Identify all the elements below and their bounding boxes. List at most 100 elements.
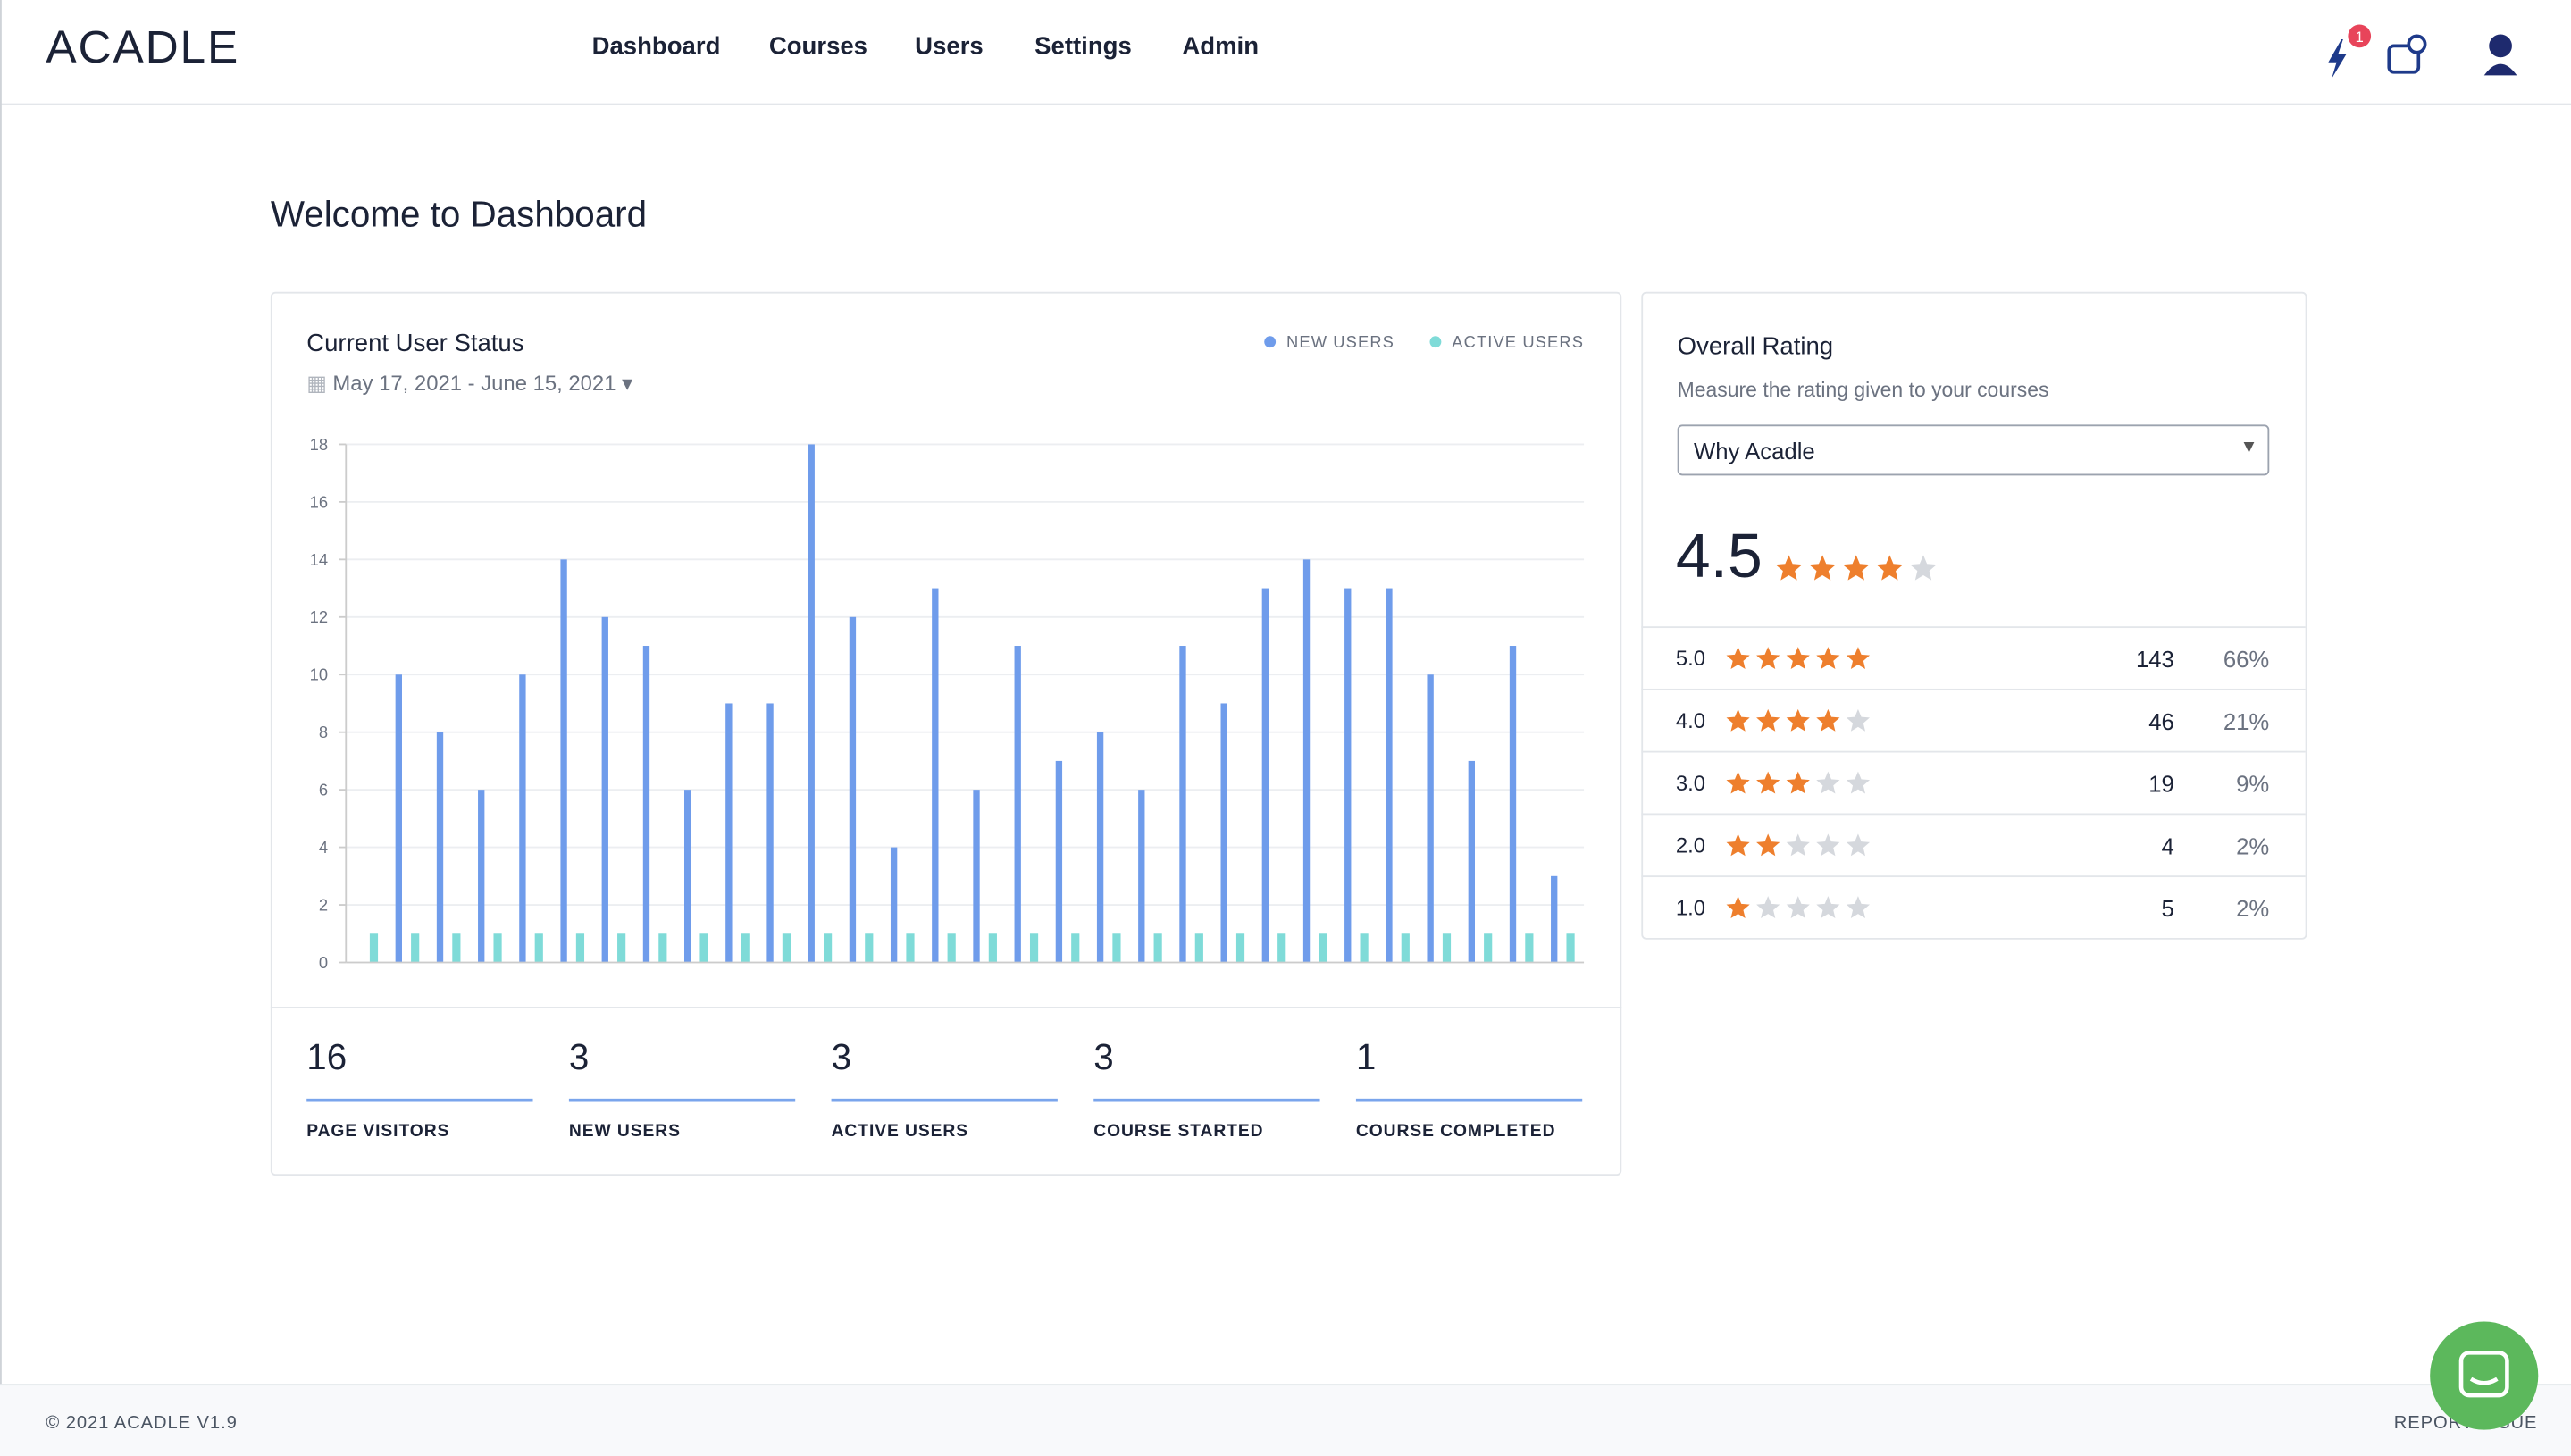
- row-stars: [1726, 771, 1871, 794]
- nav-link[interactable]: Dashboard: [591, 32, 721, 61]
- legend-label: ACTIVE USERS: [1452, 332, 1584, 351]
- row-stars: [1726, 647, 1871, 670]
- logo[interactable]: ACADLE: [46, 21, 240, 72]
- stat-underline: [1093, 1098, 1320, 1102]
- date-range[interactable]: ▦ May 17, 2021 - June 15, 2021 ▾: [306, 370, 633, 396]
- bar: [1401, 933, 1410, 963]
- bar: [493, 933, 502, 963]
- bar: [658, 933, 667, 963]
- star: [1786, 833, 1810, 857]
- rating-title: Overall Rating: [1677, 332, 1834, 361]
- bar: [906, 933, 915, 963]
- bar: [1194, 933, 1203, 963]
- y-tick-label: 8: [319, 723, 328, 741]
- divider: [270, 1007, 1622, 1008]
- star: [1775, 555, 1803, 581]
- star: [1726, 833, 1750, 857]
- legend-label: NEW USERS: [1286, 332, 1394, 351]
- stat-value: 16: [306, 1036, 348, 1077]
- stat-underline: [306, 1098, 533, 1102]
- card-title: Current User Status: [306, 329, 524, 358]
- user-body: [2483, 63, 2517, 76]
- stat-underline: [1355, 1098, 1583, 1102]
- bag-dot: [2407, 34, 2427, 54]
- footer: [0, 1384, 2571, 1456]
- bar: [1484, 933, 1493, 963]
- star: [1756, 833, 1780, 857]
- y-tick-label: 2: [319, 895, 328, 914]
- bar: [1112, 933, 1121, 963]
- stat-value: 1: [1355, 1036, 1377, 1077]
- star: [1756, 896, 1780, 919]
- legend-dot: [1264, 336, 1277, 348]
- rating-percent: 21%: [2223, 707, 2270, 735]
- bar: [865, 933, 874, 963]
- bar: [725, 703, 733, 963]
- bar: [973, 790, 980, 963]
- rating-label: 3.0: [1675, 770, 1706, 796]
- bar: [395, 674, 402, 963]
- star: [1846, 896, 1871, 919]
- star: [1816, 833, 1840, 857]
- nav-link[interactable]: Admin: [1182, 32, 1260, 61]
- bar: [1261, 588, 1269, 963]
- bar: [947, 933, 956, 963]
- stat-value: 3: [568, 1036, 590, 1077]
- rating-label: 2.0: [1675, 833, 1706, 858]
- y-tick-label: 16: [310, 492, 328, 511]
- rating-row: 5.0 143 66%: [1641, 626, 2306, 690]
- bar: [988, 933, 997, 963]
- rating-count: 19: [2148, 770, 2174, 798]
- bar: [1468, 760, 1475, 963]
- y-tick-label: 10: [310, 665, 328, 684]
- page-title: Welcome to Dashboard: [270, 193, 648, 235]
- rating-count: 143: [2135, 646, 2174, 673]
- user-head[interactable]: [2489, 34, 2512, 58]
- select-caret: ▼: [2240, 438, 2258, 458]
- star: [1842, 555, 1870, 581]
- star: [1816, 647, 1840, 670]
- bar: [1055, 760, 1063, 963]
- star: [1726, 771, 1750, 794]
- rating-row: 3.0 19 9%: [1641, 750, 2306, 816]
- badge: [2348, 24, 2372, 48]
- rating-percent: 2%: [2236, 895, 2270, 922]
- star: [1786, 647, 1810, 670]
- y-tick-label: 14: [310, 550, 328, 569]
- score: 4.5: [1675, 523, 1763, 592]
- rating-count: 5: [2161, 895, 2174, 922]
- bar: [1277, 933, 1286, 963]
- bar-chart: 0 2 4 6 8 10 12 14 16 18 ACTIVE USERS NEW USERS: [310, 332, 1585, 972]
- stat-value: 3: [831, 1036, 852, 1077]
- nav-link[interactable]: Settings: [1034, 32, 1132, 61]
- nav-link[interactable]: Courses: [768, 32, 868, 61]
- bar: [560, 559, 567, 963]
- select[interactable]: Why Acadle ▼: [1677, 424, 2270, 476]
- bar: [932, 588, 939, 963]
- stat-label: COURSE STARTED: [1093, 1121, 1264, 1142]
- stat-value: 3: [1093, 1036, 1114, 1077]
- star: [1816, 708, 1840, 732]
- bar: [617, 933, 626, 963]
- rating-count: 4: [2161, 833, 2174, 859]
- bar: [575, 933, 585, 963]
- stat-underline: [831, 1098, 1058, 1102]
- bag-icon[interactable]: [2387, 44, 2421, 74]
- nav-icons[interactable]: 1: [2312, 20, 2542, 85]
- bar: [1179, 646, 1186, 963]
- legend-dot: [1429, 336, 1442, 348]
- edge: [0, 0, 2, 1456]
- bar: [534, 933, 543, 963]
- bar: [1302, 559, 1311, 963]
- bar: [1071, 933, 1080, 963]
- bar: [1525, 933, 1534, 963]
- nav-link[interactable]: Users: [915, 32, 984, 61]
- bolt-icon[interactable]: [2328, 39, 2347, 79]
- rating-subtitle: Measure the rating given to your courses: [1677, 379, 2049, 402]
- row-stars: [1726, 896, 1871, 919]
- chat-button[interactable]: [2428, 1320, 2540, 1432]
- bar: [369, 933, 379, 963]
- bar: [808, 444, 815, 963]
- bar: [1566, 933, 1575, 963]
